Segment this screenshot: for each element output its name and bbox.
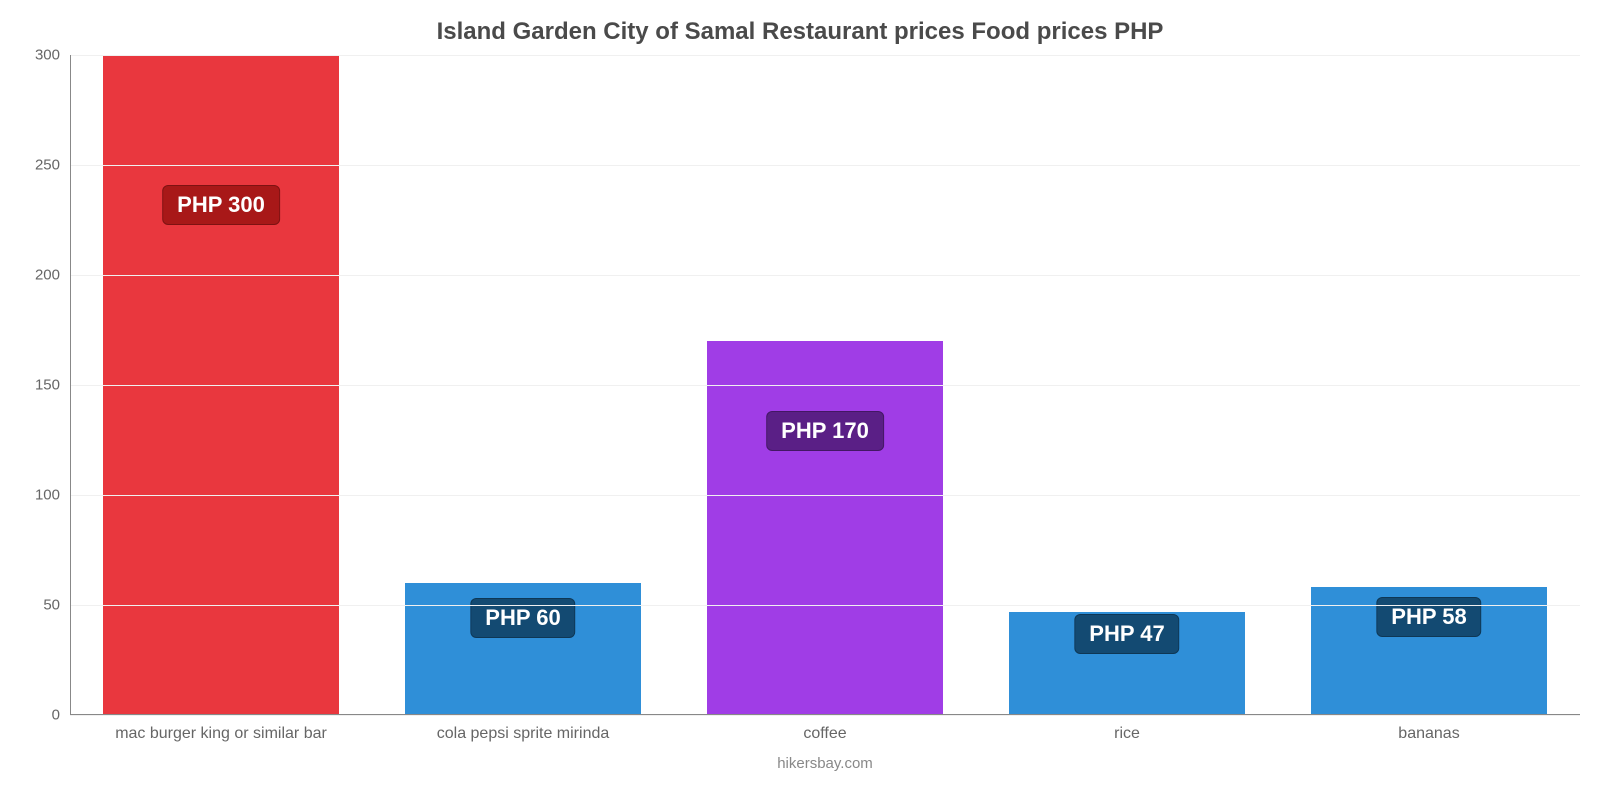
bar-value-label: PHP 300 [162,185,280,225]
plot-area: PHP 300PHP 60PHP 170PHP 47PHP 58 0501001… [70,55,1580,715]
grid-line [70,495,1580,496]
grid-line [70,55,1580,56]
bar: PHP 60 [405,583,641,715]
chart-footer: hikersbay.com [70,755,1580,772]
x-axis-label: cola pepsi sprite mirinda [372,725,674,743]
x-axis-label: mac burger king or similar bar [70,725,372,743]
grid-line [70,385,1580,386]
grid-line [70,715,1580,716]
bar-value-label: PHP 170 [766,411,884,451]
x-axis-labels: mac burger king or similar barcola pepsi… [70,725,1580,743]
y-axis [70,55,71,715]
grid-line [70,275,1580,276]
chart-container: Island Garden City of Samal Restaurant p… [0,0,1600,800]
y-tick-label: 150 [35,377,60,394]
x-axis-label: rice [976,725,1278,743]
y-tick-label: 100 [35,487,60,504]
x-axis-label: bananas [1278,725,1580,743]
y-tick-label: 250 [35,157,60,174]
bar-value-label: PHP 47 [1074,614,1179,654]
bar-value-label: PHP 58 [1376,597,1481,637]
grid-line [70,165,1580,166]
grid-line [70,605,1580,606]
y-tick-label: 200 [35,267,60,284]
x-axis-label: coffee [674,725,976,743]
chart-title: Island Garden City of Samal Restaurant p… [0,0,1600,46]
bar: PHP 170 [707,341,943,715]
bar: PHP 58 [1311,587,1547,715]
x-axis [70,714,1580,715]
bar: PHP 47 [1009,612,1245,715]
y-tick-label: 0 [52,707,60,724]
y-tick-label: 50 [43,597,60,614]
bar-value-label: PHP 60 [470,598,575,638]
y-tick-label: 300 [35,47,60,64]
